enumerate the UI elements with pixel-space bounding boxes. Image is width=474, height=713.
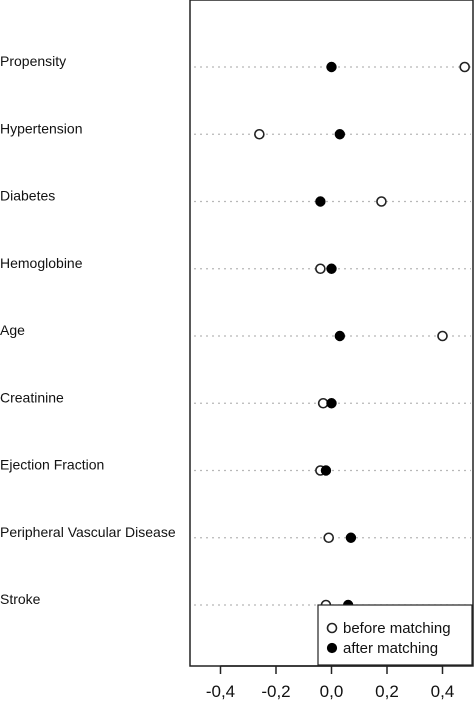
x-tick-label-0: -0,4 bbox=[206, 682, 235, 701]
point-after-creatinine bbox=[326, 398, 337, 409]
point-before-age bbox=[437, 330, 448, 342]
plot-frame bbox=[189, 0, 474, 667]
point-after-hemoglobine bbox=[326, 263, 337, 274]
category-labels: Propensity Hypertension Diabetes Hemoglobin… bbox=[0, 53, 176, 607]
point-before-peripheral-vascular-disease bbox=[323, 532, 335, 544]
category-label-age: Age bbox=[0, 322, 25, 338]
category-label-stroke: Stroke bbox=[0, 591, 41, 607]
point-after-propensity bbox=[326, 61, 337, 73]
legend-box bbox=[317, 604, 473, 666]
grid-lines bbox=[194, 66, 471, 606]
legend: before matching after matching bbox=[317, 604, 473, 666]
point-after-diabetes bbox=[315, 196, 326, 207]
category-label-hemoglobine: Hemoglobine bbox=[0, 255, 83, 271]
x-tick-label-1: -0,2 bbox=[261, 682, 290, 701]
point-after-peripheral-vascular-disease bbox=[345, 532, 357, 543]
data-points bbox=[254, 61, 471, 611]
category-label-propensity: Propensity bbox=[0, 53, 66, 69]
x-axis: -0,4 -0,2 0,0 0,2 0,4 bbox=[206, 665, 455, 701]
point-after-age bbox=[334, 330, 346, 342]
point-after-hypertension bbox=[334, 129, 346, 140]
x-tick-label-2: 0,0 bbox=[320, 682, 344, 701]
point-before-diabetes bbox=[376, 196, 387, 207]
category-label-hypertension: Hypertension bbox=[0, 120, 83, 136]
point-before-propensity bbox=[459, 61, 471, 73]
category-label-creatinine: Creatinine bbox=[0, 389, 64, 405]
legend-entry-after: after matching bbox=[343, 640, 438, 657]
category-label-diabetes: Diabetes bbox=[0, 188, 55, 204]
x-tick-label-3: 0,2 bbox=[375, 682, 399, 701]
legend-filled-circle-icon bbox=[326, 642, 338, 654]
legend-open-circle-icon bbox=[326, 622, 338, 634]
category-label-peripheral-vascular-disease: Peripheral Vascular Disease bbox=[0, 524, 176, 540]
category-label-ejection-fraction: Ejection Fraction bbox=[0, 457, 104, 473]
point-before-hemoglobine bbox=[315, 263, 326, 275]
legend-entry-before: before matching bbox=[343, 620, 451, 637]
point-after-ejection-fraction bbox=[320, 465, 332, 476]
x-tick-label-4: 0,4 bbox=[431, 682, 455, 701]
point-before-hypertension bbox=[254, 128, 265, 140]
